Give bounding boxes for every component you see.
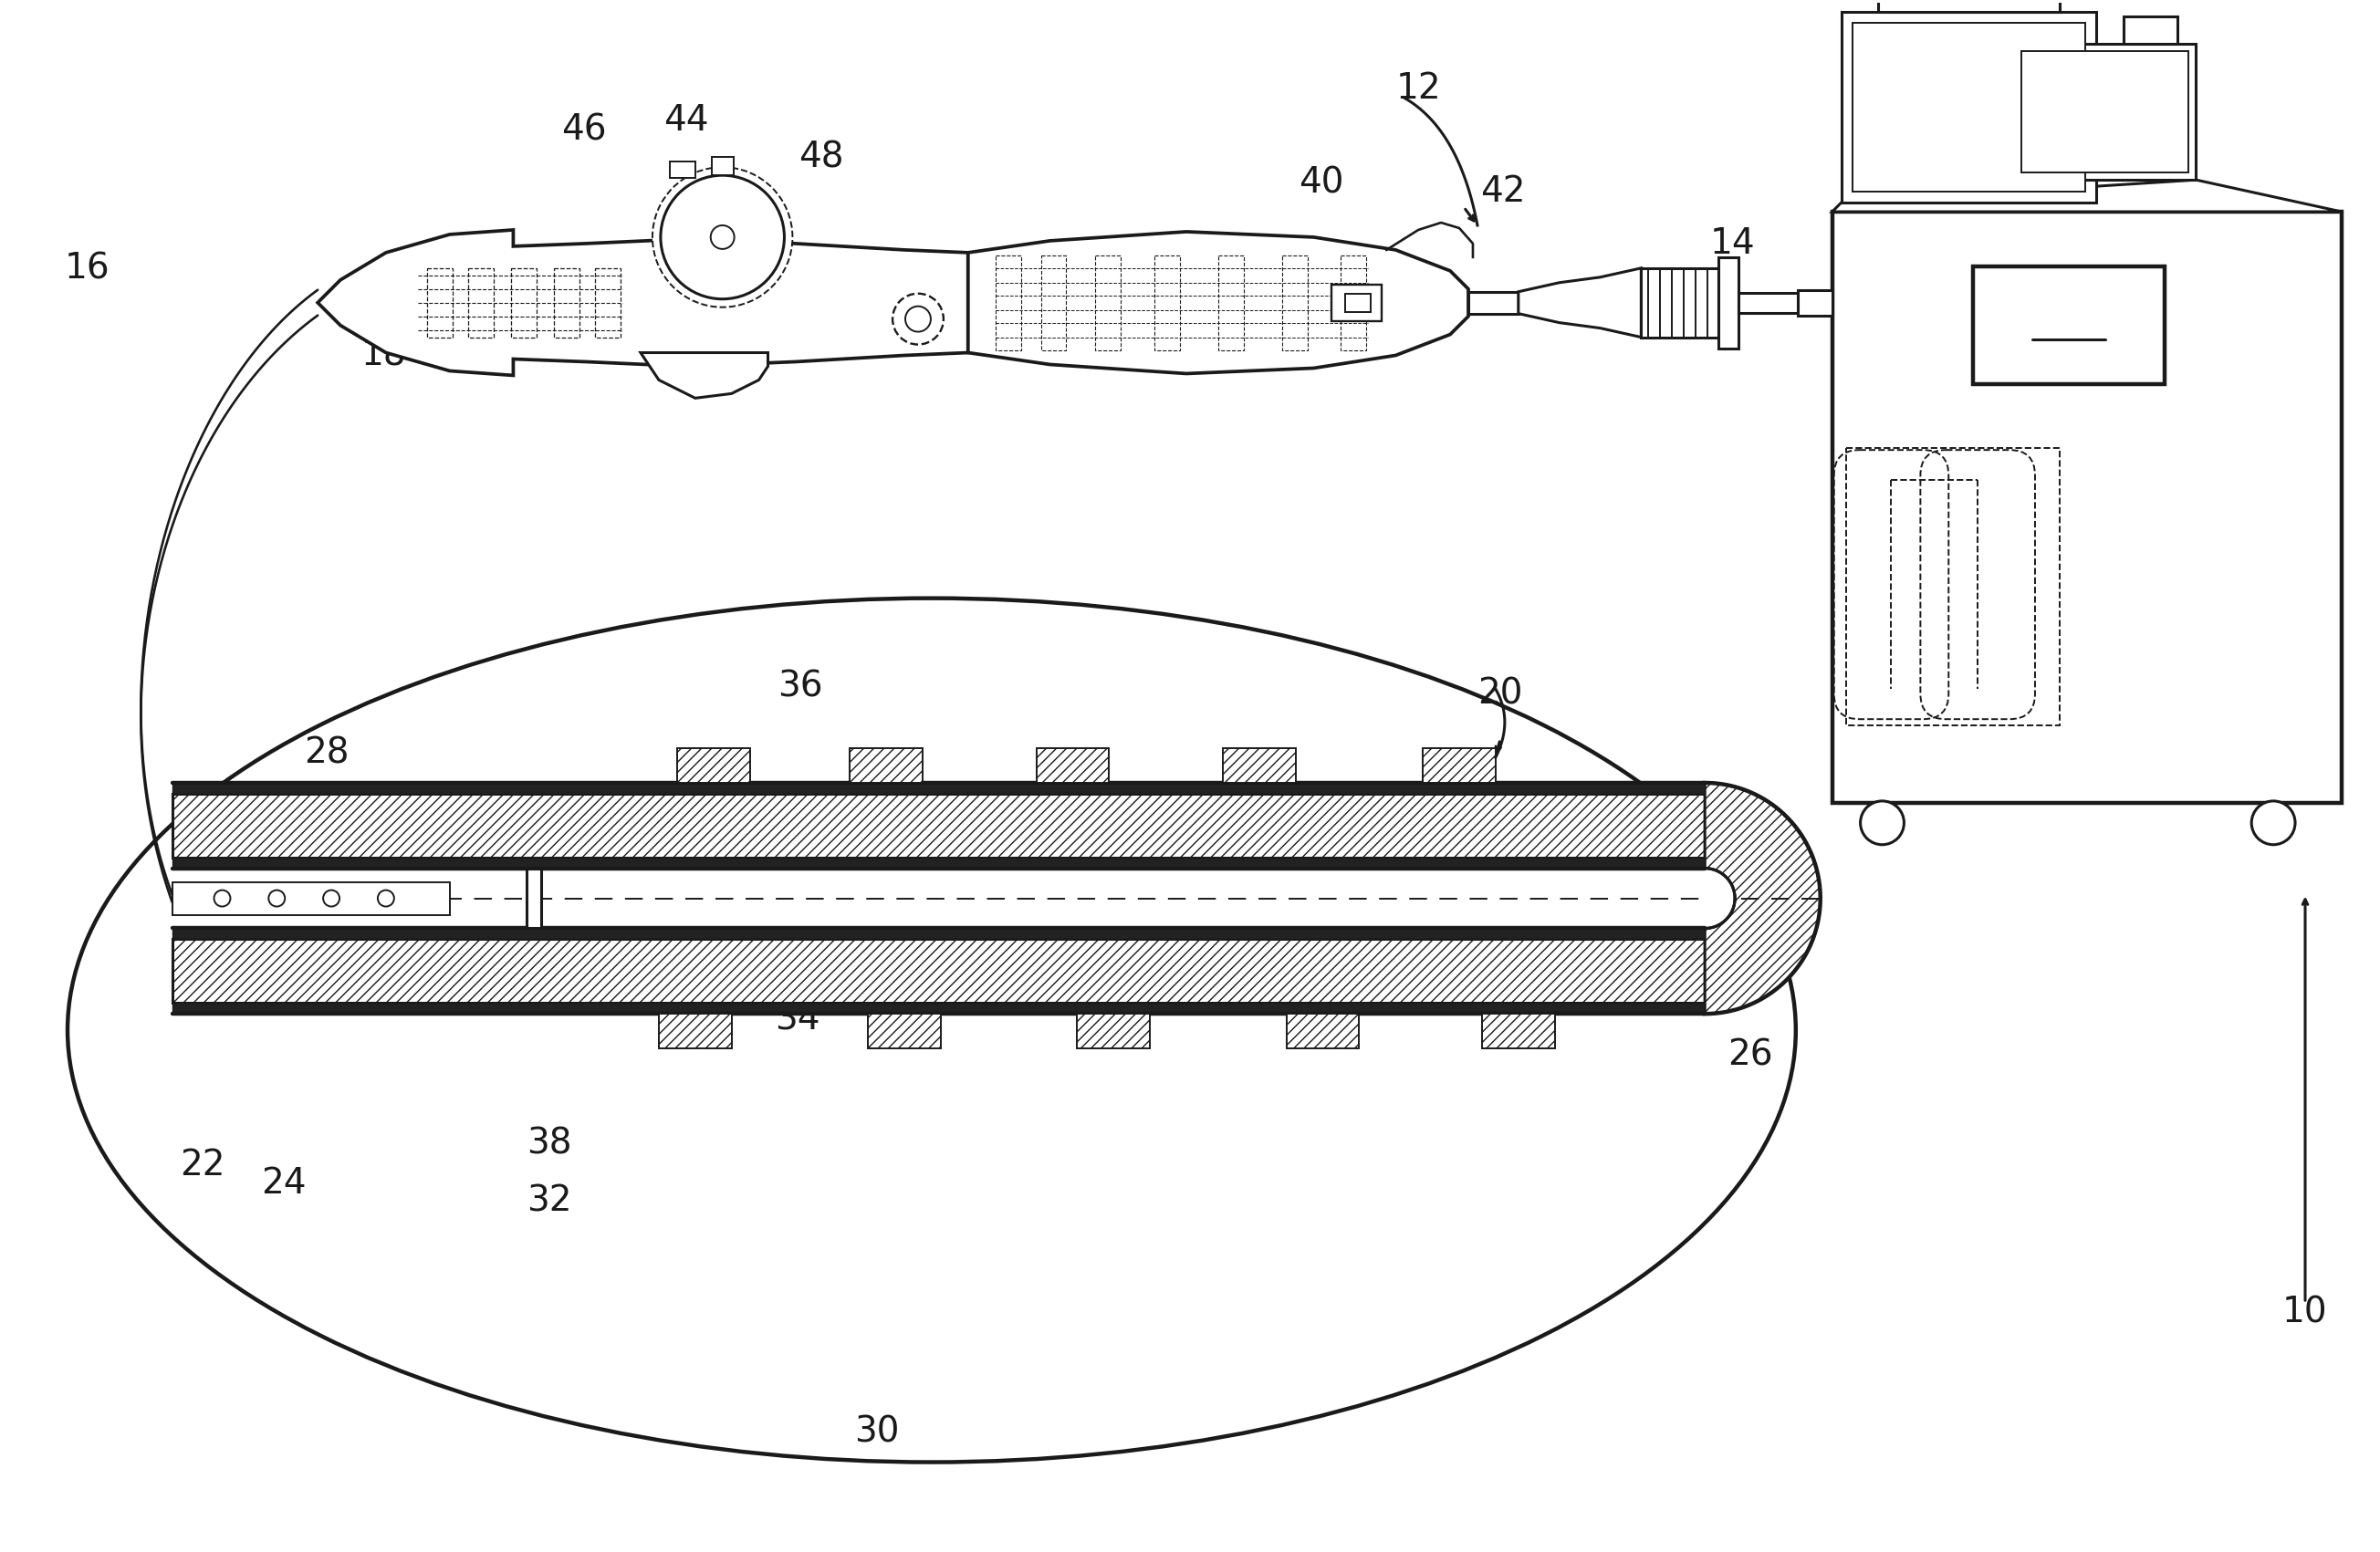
- Polygon shape: [1704, 782, 1821, 1013]
- Bar: [1483, 1013, 1554, 1048]
- Bar: [526, 868, 543, 928]
- Bar: [171, 928, 1704, 939]
- Bar: [1423, 748, 1495, 782]
- Bar: [171, 782, 1704, 793]
- Circle shape: [712, 225, 735, 248]
- Text: 32: 32: [526, 1184, 571, 1218]
- Bar: [2013, 43, 2197, 180]
- Bar: [869, 1013, 940, 1048]
- Bar: [995, 256, 1021, 349]
- Bar: [1095, 256, 1121, 349]
- Polygon shape: [317, 230, 969, 376]
- Bar: [712, 157, 733, 175]
- Text: 50: 50: [1999, 542, 2044, 576]
- Text: 52: 52: [1999, 627, 2044, 661]
- Text: 18: 18: [362, 338, 407, 372]
- Bar: [1852, 23, 2085, 192]
- Text: 30: 30: [854, 1415, 900, 1450]
- Bar: [1223, 748, 1295, 782]
- Circle shape: [652, 168, 793, 307]
- Circle shape: [1861, 801, 1904, 844]
- Text: 46: 46: [562, 112, 607, 147]
- Bar: [1219, 256, 1245, 349]
- Bar: [1468, 292, 1518, 314]
- Text: 24: 24: [262, 1166, 307, 1200]
- Text: 36: 36: [778, 669, 823, 703]
- Bar: [669, 161, 695, 178]
- Bar: [1340, 256, 1366, 349]
- Bar: [1842, 11, 2097, 203]
- Bar: [1283, 256, 1307, 349]
- Bar: [1035, 748, 1109, 782]
- Bar: [555, 268, 581, 337]
- Text: 44: 44: [664, 104, 709, 138]
- Text: 38: 38: [526, 1127, 571, 1161]
- Bar: [469, 268, 493, 337]
- Text: 54: 54: [2042, 306, 2094, 345]
- Text: 48: 48: [797, 140, 843, 174]
- Bar: [1078, 1013, 1150, 1048]
- Polygon shape: [640, 352, 769, 399]
- Text: 12: 12: [1395, 71, 1440, 106]
- Bar: [171, 882, 450, 914]
- Text: 28: 28: [305, 736, 350, 770]
- Bar: [1847, 449, 2059, 725]
- Bar: [1288, 1013, 1359, 1048]
- Bar: [595, 268, 621, 337]
- Circle shape: [378, 891, 395, 906]
- Circle shape: [2251, 801, 2294, 844]
- Text: 40: 40: [1299, 165, 1345, 200]
- Bar: [1718, 258, 1737, 348]
- Bar: [1642, 268, 1718, 337]
- Bar: [512, 268, 538, 337]
- Bar: [2123, 16, 2178, 43]
- Bar: [1333, 284, 1383, 321]
- Bar: [2021, 51, 2190, 172]
- Bar: [1040, 256, 1066, 349]
- Bar: [171, 1003, 1704, 1013]
- Circle shape: [904, 306, 931, 332]
- Text: 16: 16: [64, 251, 109, 286]
- Polygon shape: [969, 231, 1468, 374]
- Circle shape: [324, 891, 340, 906]
- Bar: [171, 793, 1704, 857]
- Text: 10: 10: [2282, 1294, 2328, 1330]
- Bar: [850, 748, 923, 782]
- Text: 26: 26: [1728, 1038, 1773, 1072]
- Text: 42: 42: [1480, 174, 1526, 210]
- Circle shape: [662, 175, 785, 300]
- Bar: [1345, 293, 1371, 312]
- Bar: [659, 1013, 731, 1048]
- Circle shape: [214, 891, 231, 906]
- Text: 20: 20: [1478, 677, 1523, 711]
- Polygon shape: [1833, 180, 2342, 211]
- Bar: [1737, 293, 1833, 312]
- Text: 14: 14: [1709, 227, 1754, 261]
- Bar: [171, 939, 1704, 1003]
- Circle shape: [269, 891, 286, 906]
- Bar: [1154, 256, 1180, 349]
- Polygon shape: [1518, 268, 1642, 337]
- Bar: [171, 857, 1704, 868]
- Text: 54: 54: [1963, 324, 2006, 359]
- Bar: [676, 748, 750, 782]
- Circle shape: [892, 293, 942, 345]
- Polygon shape: [1704, 868, 1735, 928]
- Text: 22: 22: [178, 1147, 224, 1183]
- Bar: [1973, 267, 2163, 385]
- Bar: [426, 268, 452, 337]
- Text: 34: 34: [774, 1003, 819, 1037]
- Bar: [1833, 211, 2342, 802]
- Bar: [1878, 0, 2059, 11]
- Bar: [1797, 290, 1833, 315]
